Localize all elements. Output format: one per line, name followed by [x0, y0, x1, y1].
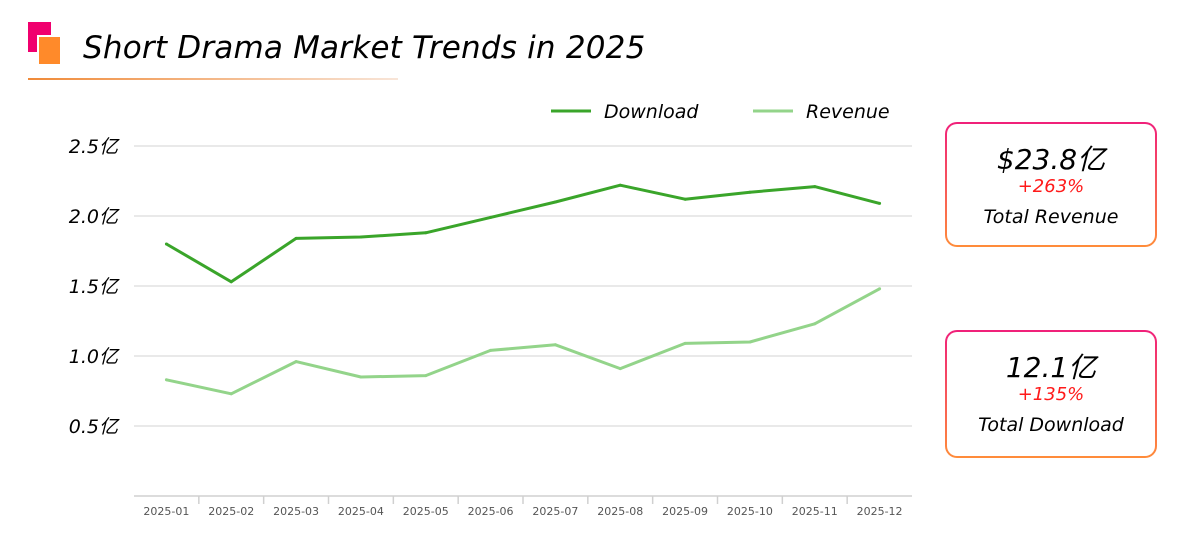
data-point	[164, 242, 168, 246]
data-point	[813, 322, 817, 326]
data-point	[878, 287, 882, 291]
data-point	[229, 392, 233, 396]
series-line-revenue	[166, 287, 881, 396]
x-tick-label: 2025-02	[208, 505, 254, 518]
data-point	[489, 348, 493, 352]
data-point	[229, 280, 233, 284]
data-point	[813, 185, 817, 189]
data-point	[294, 236, 298, 240]
y-tick-label: 1.0亿	[69, 346, 120, 368]
data-point	[424, 231, 428, 235]
card-value: 12.1亿	[1005, 351, 1097, 384]
total-download-card: 12.1亿 +135% Total Download	[945, 330, 1157, 458]
card-change: +263%	[1017, 176, 1085, 197]
x-tick-label: 2025-12	[857, 505, 903, 518]
x-tick-label: 2025-03	[273, 505, 319, 518]
data-point	[618, 367, 622, 371]
page-title: Short Drama Market Trends in 2025	[83, 30, 646, 66]
x-tick-label: 2025-01	[143, 505, 189, 518]
card-label: Total Download	[978, 414, 1124, 436]
x-tick-label: 2025-10	[727, 505, 773, 518]
x-tick-label: 2025-11	[792, 505, 838, 518]
x-tick-label: 2025-05	[403, 505, 449, 518]
data-point	[164, 378, 168, 382]
x-tick-label: 2025-09	[662, 505, 708, 518]
data-point	[618, 183, 622, 187]
data-point	[683, 197, 687, 201]
card-change: +135%	[1017, 384, 1085, 405]
data-point	[553, 343, 557, 347]
data-point	[878, 201, 882, 205]
data-point	[683, 341, 687, 345]
x-tick-label: 2025-07	[532, 505, 578, 518]
x-tick-label: 2025-04	[338, 505, 384, 518]
data-point	[748, 340, 752, 344]
data-point	[294, 360, 298, 364]
data-point	[359, 235, 363, 239]
total-revenue-card: $23.8亿 +263% Total Revenue	[945, 122, 1157, 247]
y-tick-label: 2.0亿	[69, 206, 120, 228]
data-point	[424, 374, 428, 378]
title-underline	[28, 78, 398, 80]
card-label: Total Revenue	[983, 206, 1119, 228]
data-point	[553, 200, 557, 204]
series-line-download	[165, 183, 880, 284]
data-point	[359, 375, 363, 379]
y-tick-label: 1.5亿	[69, 276, 120, 298]
card-value: $23.8亿	[996, 143, 1106, 176]
legend-label: Download	[604, 101, 699, 123]
x-tick-label: 2025-08	[597, 505, 643, 518]
y-tick-label: 0.5亿	[69, 416, 120, 438]
y-tick-label: 2.5亿	[69, 136, 120, 158]
legend-label: Revenue	[806, 101, 890, 123]
logo-mark-orange	[37, 35, 60, 64]
x-tick-label: 2025-06	[468, 505, 514, 518]
data-point	[489, 215, 493, 219]
data-point	[748, 190, 752, 194]
